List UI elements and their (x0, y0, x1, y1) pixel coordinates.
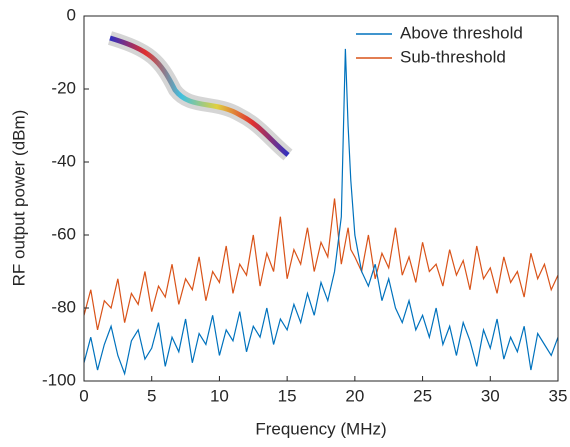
legend: Above threshold Sub-threshold (348, 18, 548, 72)
y-tick-label: -60 (51, 224, 76, 243)
axes-box (83, 15, 559, 382)
x-tick-label: 25 (413, 386, 432, 405)
x-tick-label: 10 (210, 386, 229, 405)
x-tick-label: 15 (278, 386, 297, 405)
x-tick-label: 30 (481, 386, 500, 405)
y-tick-label: 0 (67, 5, 76, 24)
series-line (83, 48, 559, 376)
legend-label: Sub-threshold (400, 47, 506, 66)
y-tick-label: -100 (42, 370, 76, 389)
x-axis-label: Frequency (MHz) (255, 419, 386, 438)
y-tick-label: -40 (51, 151, 76, 170)
y-axis-label: RF output power (dBm) (9, 110, 28, 287)
legend-label: Above threshold (400, 23, 523, 42)
plot-area (83, 48, 559, 376)
x-tick-label: 20 (345, 386, 364, 405)
inset-illustration (107, 31, 293, 161)
legend-box (348, 18, 548, 72)
x-tick-label: 35 (549, 386, 568, 405)
y-tick-label: -80 (51, 297, 76, 316)
x-tick-label: 5 (147, 386, 156, 405)
y-tick-label: -20 (51, 78, 76, 97)
x-tick-label: 0 (79, 386, 88, 405)
series-line (83, 198, 559, 331)
